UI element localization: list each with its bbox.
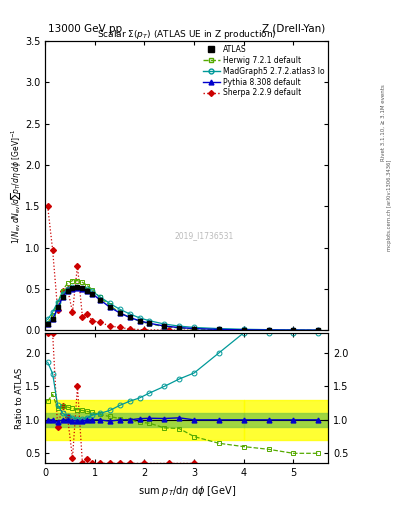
Text: 13000 GeV pp: 13000 GeV pp bbox=[48, 24, 122, 34]
Text: mcplots.cern.ch [arXiv:1306.3436]: mcplots.cern.ch [arXiv:1306.3436] bbox=[387, 159, 391, 250]
Text: Rivet 3.1.10, ≥ 3.1M events: Rivet 3.1.10, ≥ 3.1M events bbox=[381, 84, 386, 161]
Text: 2019_I1736531: 2019_I1736531 bbox=[174, 231, 233, 240]
Y-axis label: $1/N_\mathrm{ev}\,dN_\mathrm{ev}/d\!\sum\!p_T/d\eta\,d\phi\ [\mathrm{GeV}]^{-1}$: $1/N_\mathrm{ev}\,dN_\mathrm{ev}/d\!\sum… bbox=[9, 127, 24, 244]
Legend: ATLAS, Herwig 7.2.1 default, MadGraph5 2.7.2.atlas3 lo, Pythia 8.308 default, Sh: ATLAS, Herwig 7.2.1 default, MadGraph5 2… bbox=[203, 45, 324, 97]
X-axis label: sum $p_T$/d$\eta$ d$\phi$ [GeV]: sum $p_T$/d$\eta$ d$\phi$ [GeV] bbox=[138, 484, 236, 498]
Title: Scalar $\Sigma(p_T)$ (ATLAS UE in Z production): Scalar $\Sigma(p_T)$ (ATLAS UE in Z prod… bbox=[97, 28, 276, 41]
Text: Z (Drell-Yan): Z (Drell-Yan) bbox=[262, 24, 325, 34]
Y-axis label: Ratio to ATLAS: Ratio to ATLAS bbox=[15, 368, 24, 429]
